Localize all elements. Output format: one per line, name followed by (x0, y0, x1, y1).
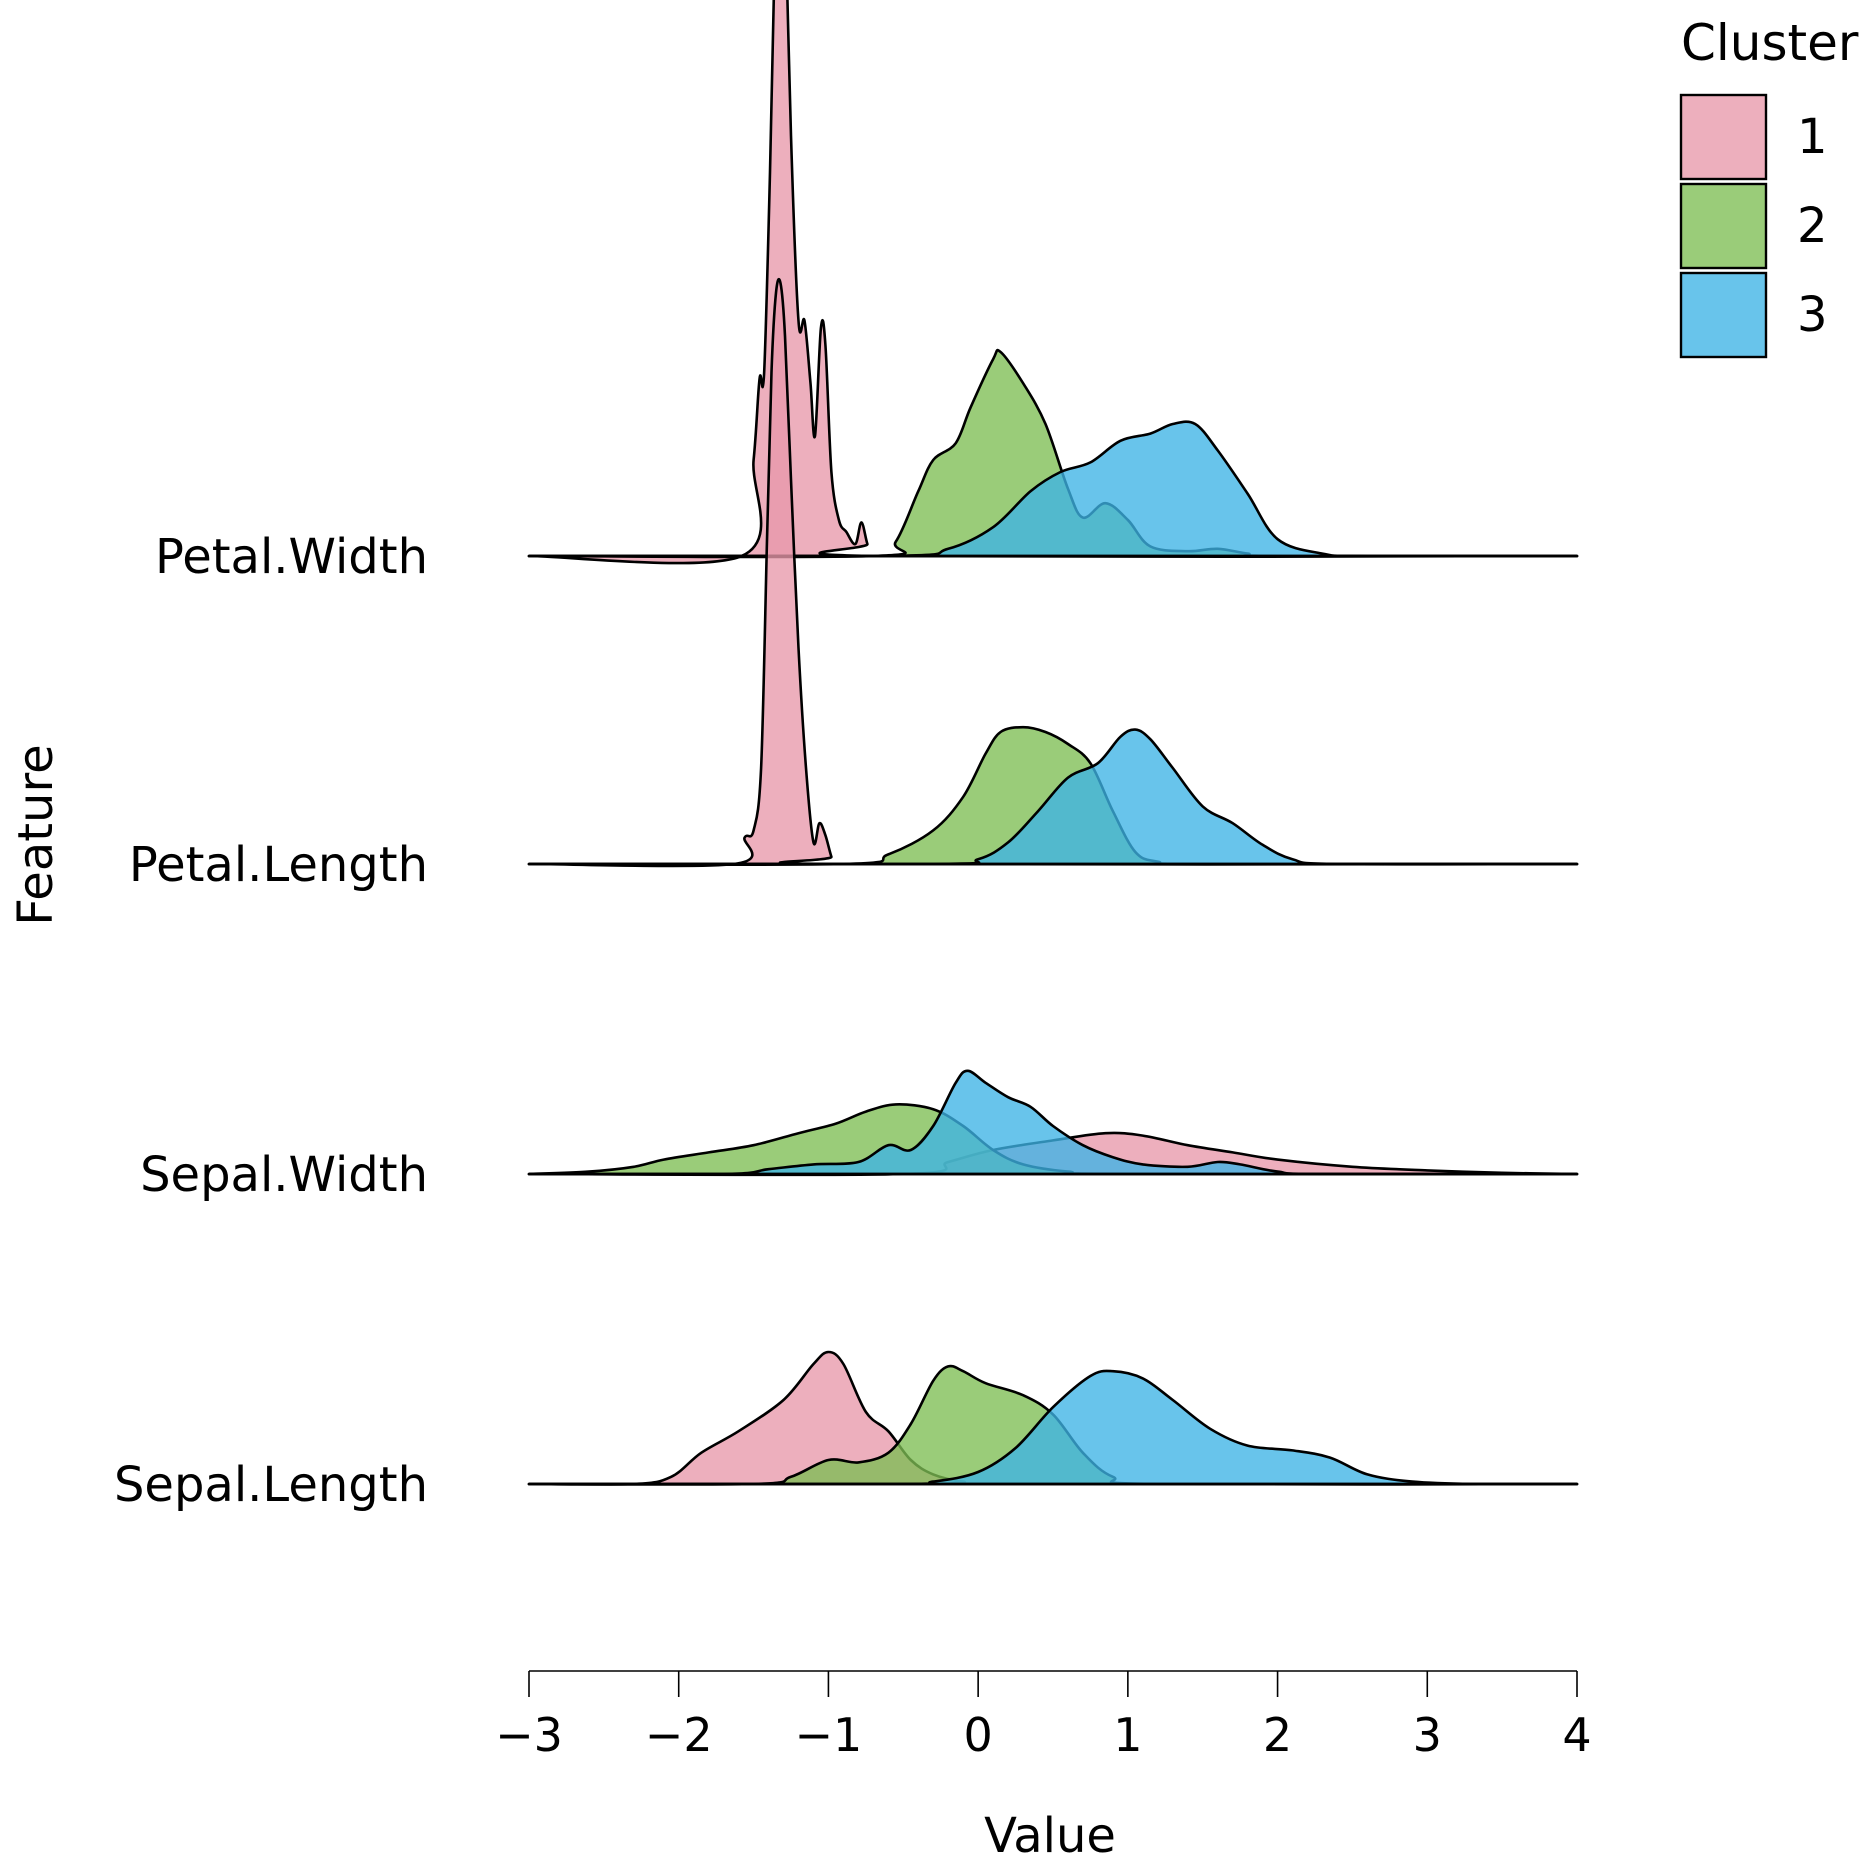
ridge-sepal-length (527, 1350, 1579, 1486)
legend-swatch-1 (1679, 93, 1768, 181)
density-petal-length-cluster-3 (527, 728, 1579, 866)
legend-swatch-3 (1679, 271, 1768, 359)
ridge-sepal-width (527, 1069, 1579, 1177)
x-axis-title: Value (984, 1808, 1116, 1864)
feature-label-sepal-length: Sepal.Length (114, 1457, 428, 1513)
x-tick-label: −1 (795, 1708, 863, 1762)
x-axis: −3 −2 −1 0 1 2 3 4 (495, 1670, 1592, 1762)
x-tick-label: −3 (495, 1708, 563, 1762)
feature-label-sepal-width: Sepal.Width (140, 1147, 428, 1203)
legend: Cluster 1 2 3 (1679, 14, 1859, 359)
y-axis-title: Feature (8, 744, 64, 925)
ridge-petal-length (527, 277, 1579, 868)
legend-label-1: 1 (1797, 109, 1828, 165)
x-tick-label: 0 (964, 1708, 993, 1762)
x-tick-label: 1 (1113, 1708, 1142, 1762)
legend-title: Cluster (1681, 14, 1859, 72)
density-petal-width-cluster-1 (527, 0, 1579, 565)
x-tick-label: −2 (645, 1708, 713, 1762)
legend-label-3: 3 (1797, 287, 1828, 343)
legend-label-2: 2 (1797, 198, 1828, 254)
feature-label-petal-length: Petal.Length (129, 837, 428, 893)
ridge-petal-width (527, 0, 1579, 565)
density-sepal-length-cluster-3 (527, 1369, 1579, 1486)
x-tick-label: 4 (1562, 1708, 1591, 1762)
x-tick-label: 2 (1263, 1708, 1292, 1762)
feature-label-petal-width: Petal.Width (155, 529, 428, 585)
x-tick-label: 3 (1413, 1708, 1442, 1762)
legend-swatch-2 (1679, 182, 1768, 270)
ridge-layers (527, 0, 1579, 1486)
feature-labels: Petal.Width Petal.Length Sepal.Width Sepal.… (114, 529, 428, 1513)
density-petal-length-cluster-1 (527, 277, 1579, 868)
density-sepal-width-cluster-3 (527, 1069, 1579, 1176)
density-petal-width-cluster-3 (527, 420, 1579, 558)
